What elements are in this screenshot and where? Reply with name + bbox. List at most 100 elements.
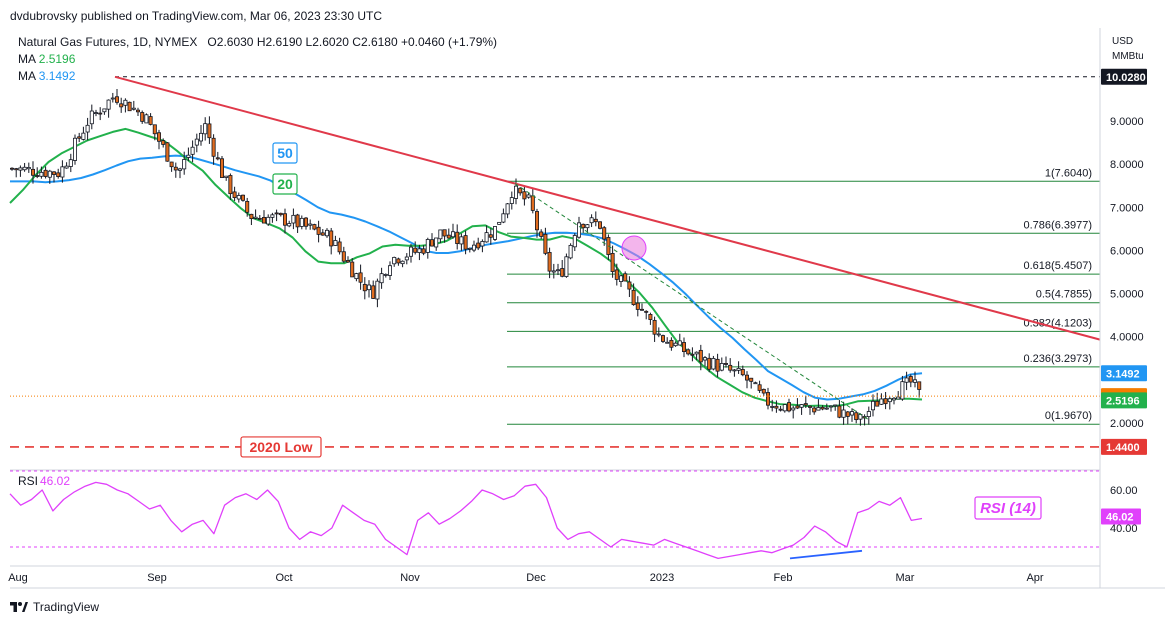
candle-body	[509, 197, 514, 204]
candle-body	[543, 233, 548, 254]
candle-body	[366, 284, 371, 291]
candle-body	[556, 269, 561, 272]
candle-body	[749, 377, 754, 382]
candle-body	[144, 114, 149, 124]
candle-body	[400, 260, 405, 265]
fib-level-label: 0.5(4.7855)	[1036, 289, 1092, 301]
candle-body	[52, 171, 57, 175]
candle-body	[337, 241, 342, 253]
ma-label-box	[272, 173, 298, 195]
candle-body	[135, 109, 140, 113]
ma-label-text: 50	[277, 145, 293, 161]
candle-body	[568, 244, 573, 259]
change-value: +0.0460 (+1.79%)	[400, 35, 498, 49]
rsi-y-tick: 60.00	[1110, 485, 1138, 497]
x-tick-label: Dec	[526, 572, 546, 584]
ma20-line	[9, 127, 923, 408]
candle-body	[892, 397, 897, 401]
candle-body	[156, 132, 161, 142]
candle-body	[833, 404, 838, 407]
candle-body	[711, 358, 716, 370]
unit-label: MMBtu	[1112, 51, 1144, 62]
candle-body	[358, 272, 363, 283]
ma-label-text: 20	[277, 176, 293, 192]
candle-body	[875, 400, 880, 407]
y-tick-label: 4.0000	[1110, 332, 1144, 344]
candle-body	[131, 107, 136, 110]
candle-body	[526, 194, 531, 198]
candle-body	[522, 191, 527, 200]
price-tag-text: 3.1492	[1106, 368, 1140, 380]
candle-body	[850, 411, 855, 416]
candle-body	[177, 168, 182, 171]
candle-body	[917, 381, 922, 390]
candle-body	[724, 363, 729, 365]
rsi-tag-text: 46.02	[1106, 512, 1134, 524]
candle-body	[392, 256, 397, 265]
candle-body	[266, 216, 271, 225]
candle-body	[169, 161, 174, 168]
price-tag-box	[1101, 365, 1147, 382]
candle-body	[350, 261, 355, 278]
candle-body	[602, 227, 607, 240]
ma-label-box	[272, 142, 298, 164]
candle-body	[518, 187, 523, 194]
candle-body	[476, 242, 481, 249]
candle-body	[383, 274, 388, 276]
candle-body	[245, 200, 250, 213]
candle-body	[900, 381, 905, 400]
candle-body	[77, 136, 82, 139]
candle-body	[291, 214, 296, 224]
candle-body	[627, 281, 632, 290]
candle-body	[803, 403, 808, 406]
candle-body	[581, 223, 586, 229]
tradingview-logo-icon	[10, 602, 28, 612]
candle-body	[778, 408, 783, 411]
candle-body	[459, 236, 464, 245]
candle-body	[665, 341, 670, 344]
candle-body	[165, 142, 170, 162]
candle-body	[333, 240, 338, 246]
candle-body	[64, 165, 69, 169]
candle-body	[94, 112, 99, 115]
candle-body	[85, 124, 90, 133]
candle-body	[698, 349, 703, 363]
unit-label: USD	[1112, 36, 1133, 47]
rsi-y-tick: 40.00	[1110, 523, 1138, 535]
candle-body	[316, 226, 321, 235]
candle-body	[539, 231, 544, 237]
candle-body	[446, 234, 451, 239]
candle-body	[190, 146, 195, 155]
rsi-line	[9, 481, 923, 560]
candle-body	[127, 101, 132, 112]
candle-body	[404, 256, 409, 261]
low-value: 2.6020	[312, 35, 349, 49]
candle-body	[879, 398, 884, 405]
candle-body	[73, 137, 78, 161]
fib-level-label: 0.236(3.2973)	[1024, 353, 1093, 365]
y-tick-label: 7.0000	[1110, 202, 1144, 214]
candle-body	[215, 157, 220, 160]
price-tag-text: 1.4400	[1106, 442, 1140, 454]
candle-body	[661, 335, 666, 342]
candle-body	[551, 270, 556, 273]
candle-body	[396, 258, 401, 264]
fib-level-label: 0.382(4.1203)	[1024, 317, 1093, 329]
candle-body	[429, 239, 434, 247]
candle-body	[492, 226, 497, 240]
candle-body	[854, 412, 859, 421]
candle-body	[425, 239, 430, 253]
candle-body	[471, 244, 476, 251]
candle-body	[753, 382, 758, 385]
candle-body	[253, 216, 258, 219]
candle-body	[115, 96, 120, 103]
fib-level-label: 1(7.6040)	[1045, 167, 1092, 179]
candle-body	[89, 110, 94, 125]
crossover-highlight	[621, 235, 647, 261]
candle-body	[564, 256, 569, 277]
x-tick-label: Oct	[275, 572, 292, 584]
candle-body	[770, 406, 775, 408]
candle-body	[98, 112, 103, 115]
candle-body	[887, 398, 892, 403]
candle-body	[694, 351, 699, 355]
